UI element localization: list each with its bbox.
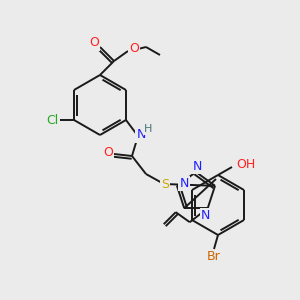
Text: S: S: [161, 178, 169, 190]
Text: N: N: [192, 160, 202, 172]
Text: H: H: [144, 124, 152, 134]
Text: N: N: [136, 128, 146, 142]
Text: N: N: [179, 177, 189, 190]
Text: N: N: [201, 209, 210, 222]
Text: O: O: [89, 37, 99, 50]
Text: OH: OH: [236, 158, 256, 172]
Text: Br: Br: [207, 250, 221, 263]
Text: O: O: [129, 43, 139, 56]
Text: Cl: Cl: [46, 113, 58, 127]
Text: O: O: [103, 146, 113, 160]
